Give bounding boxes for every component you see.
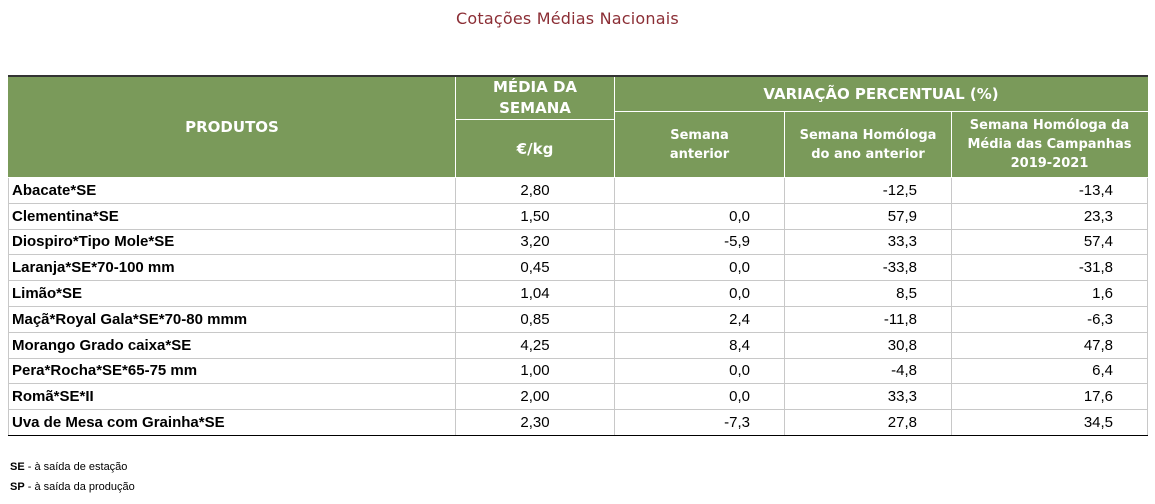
cell-media: 3,20	[455, 229, 615, 256]
cell-produto: Maçã*Royal Gala*SE*70-80 mmm	[8, 306, 456, 333]
cell-anterior: 0,0	[614, 254, 785, 282]
header-sub1-line2: anterior	[669, 146, 730, 162]
table-body: Abacate*SE 2,80 -12,5 -13,4 Clementina*S…	[8, 177, 1149, 436]
cell-campanhas: -31,8	[950, 254, 1149, 282]
cell-campanhas: -13,4	[950, 177, 1149, 204]
cell-campanhas: 17,6	[950, 383, 1149, 411]
header-sub3-line1: Semana Homóloga da	[969, 118, 1130, 133]
cell-media: 2,30	[455, 409, 615, 436]
cell-media: 1,04	[455, 280, 615, 307]
footnote-abbr: SP	[10, 481, 25, 493]
cell-media: 4,25	[455, 332, 615, 359]
cell-campanhas: 1,6	[950, 280, 1149, 307]
table-row: Clementina*SE 1,50 0,0 57,9 23,3	[8, 203, 1149, 230]
cell-homologa: -12,5	[784, 177, 952, 204]
cell-campanhas: 6,4	[950, 358, 1149, 385]
page-title: Cotações Médias Nacionais	[456, 9, 679, 28]
header-sub1-line1: Semana	[670, 127, 729, 143]
header-media-line2: SEMANA	[499, 99, 571, 117]
cell-homologa: -4,8	[784, 358, 952, 385]
cell-campanhas: 23,3	[950, 203, 1149, 230]
cell-homologa: 8,5	[784, 280, 952, 307]
cell-anterior: 0,0	[614, 280, 785, 307]
header-sub2-line1: Semana Homóloga	[799, 127, 937, 143]
header-sub2-line2: do ano anterior	[811, 146, 925, 162]
cell-homologa: -33,8	[784, 254, 952, 282]
cell-homologa: 33,3	[784, 383, 952, 411]
table-row: Maçã*Royal Gala*SE*70-80 mmm 0,85 2,4 -1…	[8, 306, 1149, 333]
cell-produto: Pera*Rocha*SE*65-75 mm	[8, 358, 456, 385]
table-row: Laranja*SE*70-100 mm 0,45 0,0 -33,8 -31,…	[8, 254, 1149, 282]
cell-homologa: 27,8	[784, 409, 952, 436]
cell-homologa: 30,8	[784, 332, 952, 359]
header-semana-anterior: Semana anterior	[614, 111, 785, 178]
cell-produto: Abacate*SE	[8, 177, 456, 204]
table-row: Morango Grado caixa*SE 4,25 8,4 30,8 47,…	[8, 332, 1149, 359]
footnotes: SE - à saída de estação SP - à saída da …	[10, 460, 135, 500]
table-row: Abacate*SE 2,80 -12,5 -13,4	[8, 177, 1149, 204]
header-variacao-percentual: VARIAÇÃO PERCENTUAL (%)	[613, 75, 1149, 112]
cell-produto: Clementina*SE	[8, 203, 456, 230]
cell-campanhas: 57,4	[950, 229, 1149, 256]
footnote-se: SE - à saída de estação	[10, 460, 135, 480]
cell-media: 2,00	[455, 383, 615, 411]
cell-produto: Morango Grado caixa*SE	[8, 332, 456, 359]
header-media-line1: MÉDIA DA	[492, 78, 578, 96]
cell-anterior: -7,3	[614, 409, 785, 436]
cell-campanhas: -6,3	[950, 306, 1149, 333]
cell-anterior: 8,4	[614, 332, 785, 359]
header-sub3-line2: Média das Campanhas	[967, 137, 1132, 152]
cell-media: 1,00	[455, 358, 615, 385]
header-unit: €/kg	[455, 119, 615, 178]
cell-media: 2,80	[455, 177, 615, 204]
cell-homologa: 57,9	[784, 203, 952, 230]
table-row: Uva de Mesa com Grainha*SE 2,30 -7,3 27,…	[8, 409, 1149, 436]
table-row: Diospiro*Tipo Mole*SE 3,20 -5,9 33,3 57,…	[8, 229, 1149, 256]
header-semana-homologa: Semana Homóloga do ano anterior	[784, 111, 952, 178]
cell-anterior	[614, 177, 785, 204]
cell-anterior: -5,9	[614, 229, 785, 256]
cell-anterior: 0,0	[614, 383, 785, 411]
table-header: PRODUTOS MÉDIA DA SEMANA VARIAÇÃO PERCEN…	[8, 75, 1149, 178]
cell-produto: Limão*SE	[8, 280, 456, 307]
cell-campanhas: 34,5	[950, 409, 1149, 436]
cell-homologa: 33,3	[784, 229, 952, 256]
cell-produto: Laranja*SE*70-100 mm	[8, 254, 456, 282]
table-row: Limão*SE 1,04 0,0 8,5 1,6	[8, 280, 1149, 307]
cell-media: 0,45	[455, 254, 615, 282]
cell-media: 1,50	[455, 203, 615, 230]
header-media-semana: MÉDIA DA SEMANA	[455, 75, 615, 120]
footnote-abbr: SE	[10, 461, 25, 473]
table-row: Romã*SE*II 2,00 0,0 33,3 17,6	[8, 383, 1149, 411]
cell-produto: Diospiro*Tipo Mole*SE	[8, 229, 456, 256]
quotes-table: PRODUTOS MÉDIA DA SEMANA VARIAÇÃO PERCEN…	[8, 75, 1149, 436]
footnote-text: - à saída de estação	[24, 461, 128, 473]
cell-anterior: 0,0	[614, 203, 785, 230]
cell-anterior: 0,0	[614, 358, 785, 385]
header-sub3-line3: 2019-2021	[1010, 156, 1089, 171]
table-row: Pera*Rocha*SE*65-75 mm 1,00 0,0 -4,8 6,4	[8, 358, 1149, 385]
cell-anterior: 2,4	[614, 306, 785, 333]
header-media-campanhas: Semana Homóloga da Média das Campanhas 2…	[950, 111, 1149, 178]
footnote-sp: SP - à saída da produção	[10, 480, 135, 500]
cell-homologa: -11,8	[784, 306, 952, 333]
cell-produto: Uva de Mesa com Grainha*SE	[8, 409, 456, 436]
cell-media: 0,85	[455, 306, 615, 333]
cell-campanhas: 47,8	[950, 332, 1149, 359]
footnote-text: - à saída da produção	[24, 481, 135, 493]
header-produtos: PRODUTOS	[8, 75, 456, 178]
cell-produto: Romã*SE*II	[8, 383, 456, 411]
